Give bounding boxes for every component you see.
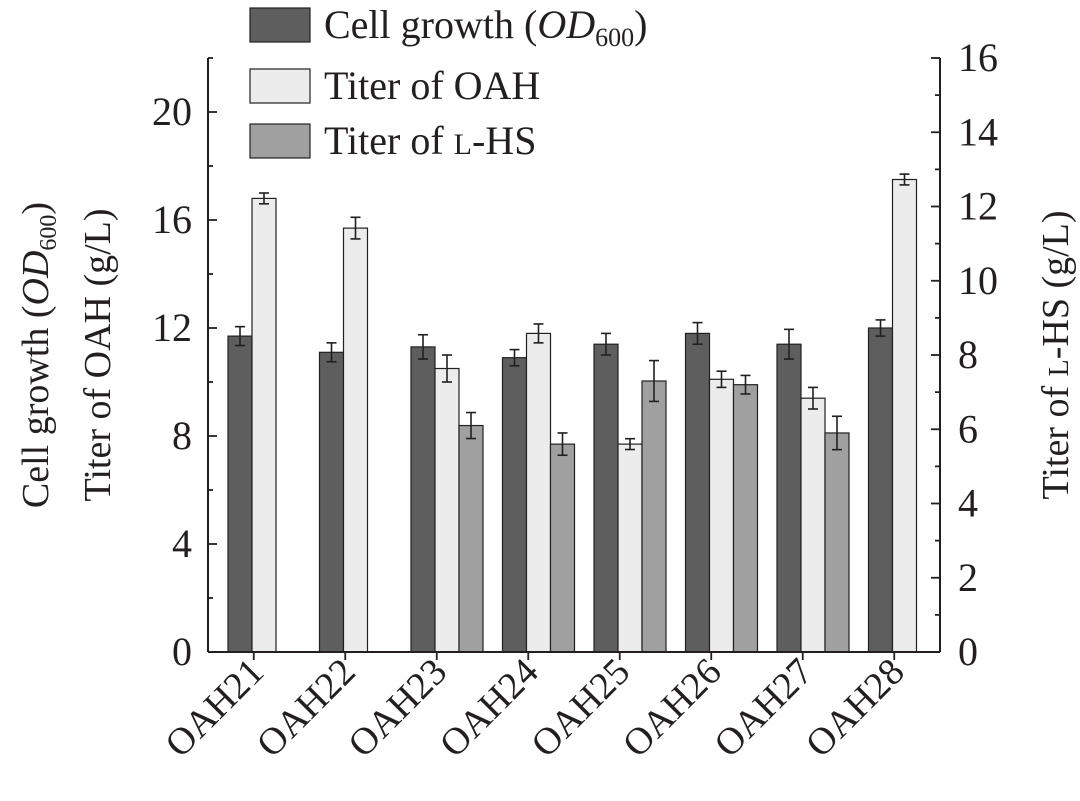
bar-cell-growth-od600--oah22: [318, 351, 345, 653]
legend-label: Cell growth (OD600): [324, 2, 647, 52]
error-bar-titer-of-oah-oah24: [533, 323, 544, 344]
error-bar-titer-of-oah-oah26: [716, 370, 727, 389]
x-category-label: OAH24: [432, 651, 547, 766]
bar-titer-of-oah-oah25: [617, 443, 643, 653]
bar-cell-growth-od600--oah21: [227, 335, 253, 653]
error-bar-cell-growth-od600--oah22: [326, 342, 337, 363]
left-tick-label: 20: [152, 89, 192, 134]
legend-item: Titer of OAH: [249, 63, 540, 108]
bar-cell-growth-od600--oah24: [501, 357, 528, 653]
right-y-axis: 0 2 4 6 8 10 12 14 16: [931, 35, 998, 674]
right-tick-label: 8: [958, 332, 978, 377]
error-bar-titer-of-oah-oah25: [625, 437, 635, 451]
right-tick-label: 6: [958, 406, 978, 451]
plot-area: [227, 173, 918, 653]
bar-cell-growth-od600--oah23: [410, 346, 436, 653]
x-category-label: OAH28: [798, 651, 913, 766]
legend-label: Titer of L-HS: [324, 118, 536, 163]
error-bar-cell-growth-od600--oah26: [692, 321, 703, 346]
error-bar-titer-of-l-hs-oah27: [832, 415, 842, 451]
error-bar-cell-growth-od600--oah28: [875, 319, 886, 337]
bar-titer-of-l-hs-oah23: [458, 424, 484, 653]
error-bar-titer-of-l-hs-oah25: [649, 359, 659, 403]
x-category-label: OAH26: [615, 651, 730, 766]
error-bar-cell-growth-od600--oah23: [418, 333, 428, 360]
bar-titer-of-oah-oah24: [525, 332, 552, 653]
error-bar-titer-of-l-hs-oah23: [466, 411, 476, 440]
right-tick-label: 16: [958, 35, 998, 80]
left-tick-label: 12: [152, 305, 192, 350]
axis-titles: Cell growth (OD600) Titer of OAH (g/L) Tit…: [15, 202, 1077, 508]
bar-titer-of-oah-oah21: [251, 197, 277, 653]
right-axis-title: Titer of L-HS (g/L): [1035, 210, 1077, 499]
bar-titer-of-l-hs-oah26: [732, 384, 759, 653]
bar-cell-growth-od600--oah26: [684, 332, 711, 653]
bar-titer-of-l-hs-oah25: [641, 380, 667, 653]
x-category-label: OAH22: [249, 651, 364, 766]
legend: Cell growth (OD600) Titer of OAH Titer of …: [249, 2, 647, 163]
legend-label: Titer of OAH: [324, 63, 540, 108]
bar-titer-of-oah-oah22: [342, 227, 369, 653]
legend-swatch: [249, 123, 311, 159]
bar-titer-of-oah-oah28: [891, 178, 918, 653]
x-category-label: OAH27: [706, 651, 821, 766]
x-category-label: OAH25: [523, 651, 638, 766]
error-bar-titer-of-l-hs-oah26: [740, 374, 751, 395]
legend-swatch: [249, 7, 311, 43]
error-bar-cell-growth-od600--oah27: [784, 328, 794, 360]
bar-titer-of-oah-oah27: [800, 397, 826, 653]
right-tick-label: 2: [958, 555, 978, 600]
error-bar-cell-growth-od600--oah21: [235, 325, 245, 347]
bar-cell-growth-od600--oah28: [867, 327, 894, 653]
left-axis-title-line2: Titer of OAH (g/L): [77, 208, 119, 501]
error-bar-titer-of-oah-oah21: [259, 192, 269, 205]
legend-item: Cell growth (OD600): [249, 2, 647, 52]
bar-cell-growth-od600--oah27: [776, 343, 802, 653]
error-bar-titer-of-oah-oah23: [442, 354, 452, 383]
right-tick-label: 0: [958, 629, 978, 674]
legend-item: Titer of L-HS: [249, 118, 536, 163]
right-tick-label: 14: [958, 109, 998, 154]
left-y-axis: 0 4 8 12 16 20: [152, 57, 217, 674]
error-bar-titer-of-l-hs-oah24: [557, 432, 568, 457]
left-tick-label: 0: [172, 629, 192, 674]
legend-swatch: [249, 68, 311, 104]
error-bar-titer-of-oah-oah28: [899, 173, 910, 186]
bar-titer-of-l-hs-oah24: [549, 443, 576, 653]
bar-titer-of-l-hs-oah27: [824, 432, 850, 653]
error-bar-cell-growth-od600--oah25: [601, 332, 611, 356]
error-bar-titer-of-oah-oah22: [350, 216, 361, 240]
bar-cell-growth-od600--oah25: [593, 343, 619, 653]
right-tick-label: 4: [958, 481, 978, 526]
right-tick-label: 12: [958, 184, 998, 229]
bar-titer-of-oah-oah26: [708, 378, 735, 653]
left-tick-label: 16: [152, 197, 192, 242]
error-bar-cell-growth-od600--oah24: [509, 348, 520, 367]
right-tick-label: 10: [958, 258, 998, 303]
x-category-label: OAH23: [340, 651, 455, 766]
bar-titer-of-oah-oah23: [434, 367, 460, 653]
error-bar-titer-of-oah-oah27: [808, 386, 818, 410]
left-axis-title-line1: Cell growth (OD600): [15, 202, 62, 508]
left-tick-label: 8: [172, 413, 192, 458]
left-tick-label: 4: [172, 521, 192, 566]
